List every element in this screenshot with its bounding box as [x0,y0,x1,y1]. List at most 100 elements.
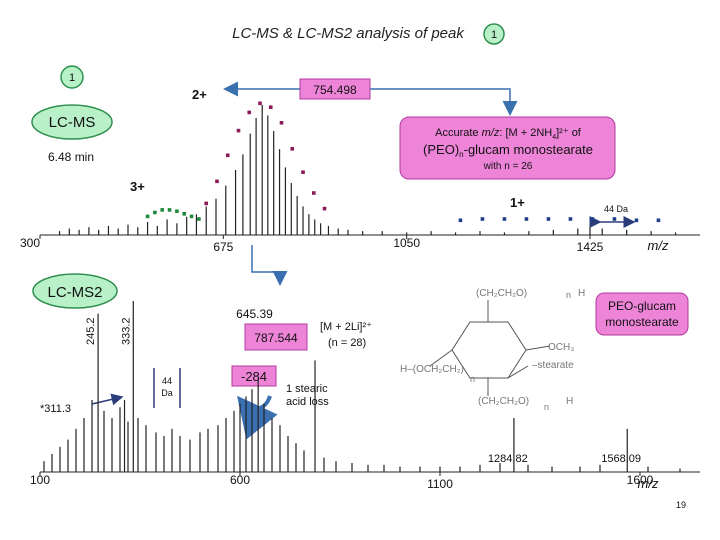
isotope-dot-1plus [546,217,551,221]
lcms-panel: 1 LC-MS 6.48 min 2+ 3+ 1+ 754.498 Accura… [20,65,700,254]
structure-bottom: (CH₂CH₂O) [478,396,529,407]
bottom-x-ticks: 100 600 1100 1600 [30,472,654,491]
retention-time: 6.48 min [48,150,94,164]
top-spectrum [58,105,677,235]
structure-h-top: H [578,288,585,299]
bottom-peak-label: 1284.82 [488,453,528,465]
structure-top: (CH₂CH₂O) [476,288,527,299]
isotope-dot-2plus [290,147,295,151]
isotope-dot-1plus [612,217,617,221]
isotope-dot-1plus [590,217,595,221]
isotope-dot-3plus [145,214,150,219]
isotope-dot-2plus [247,110,252,115]
isotope-dot-3plus [175,209,179,213]
bottom-x-tick-label: 600 [230,473,250,487]
lcms-peak-badge [60,65,84,89]
isotope-dot-1plus [634,218,639,223]
structure-name-line1: PEO-glucam [608,299,676,313]
precursor-box [244,323,308,351]
structure-sub-n-bottom: n [544,402,549,412]
isotope-dot-3plus [197,217,201,221]
precursor-annotation-line1: [M + 2Li]²⁺ [320,321,372,333]
bottom-x-tick-label: 1100 [427,477,453,491]
bottom-x-tick-label: 100 [30,473,50,487]
slide-title: LC-MS & LC-MS2 analysis of peak [232,25,465,42]
isotope-dot-2plus [279,121,284,125]
isotope-dot-3plus [182,212,187,216]
structure-sub-n-top: n [566,290,571,300]
isotope-dot-3plus [153,210,157,215]
lcms-peak-badge-label: 1 [69,72,75,84]
charge-2plus-label: 2+ [192,87,207,102]
top-x-ticks: 300 675 1050 1425 [20,235,604,254]
top-x-tick-label: 1425 [577,240,604,254]
structure-name-line2: monostearate [605,315,679,329]
ms2-link-arrow [251,245,288,286]
mz-callout-value: 754.498 [313,83,357,97]
isotope-dot-1plus [524,217,529,221]
top-isotope-dots [145,101,661,223]
top-x-tick-label: 1050 [393,236,420,250]
accurate-mass-line2: (PEO)n-glucam monostearate [423,142,593,159]
page-number: 19 [676,500,686,510]
structure-left: H–(OCH₂CH₂) [400,364,464,375]
isotope-dot-1plus [458,218,463,223]
accurate-mass-line3: with n = 26 [483,161,533,172]
bottom-peak-labels: 245.2 333.2 645.39 1284.82 1568.09 *311.3 [40,307,641,465]
lcms2-panel: LC-MS2 787.544 [M + 2Li]²⁺ (n = 28) -284… [30,273,700,491]
top-x-axis-label: m/z [648,238,669,253]
lcms-label: LC-MS [49,114,96,131]
precursor-annotation-line2: (n = 28) [328,337,366,349]
lcms2-label: LC-MS2 [47,284,102,301]
structure-stearate: –stearate [532,360,574,371]
bottom-peak-label: 245.2 [85,317,97,345]
title-peak-badge-label: 1 [491,29,497,41]
isotope-dot-3plus [189,214,194,219]
isotope-dot-2plus [204,201,209,206]
bottom-spacing-label-2: Da [161,388,173,398]
loss-text-line1: 1 stearic [286,383,328,395]
top-x-tick-label: 675 [213,240,233,254]
isotope-dot-2plus [215,179,219,184]
lcms-label-bubble [31,104,113,140]
glucam-structure [429,300,551,396]
isotope-dot-1plus [502,217,507,221]
bottom-peak-label: 1568.09 [601,453,641,465]
charge-1plus-label: 1+ [510,195,525,210]
title-peak-badge [483,23,505,45]
isotope-dot-3plus [160,208,165,212]
bottom-x-tick-label: 1600 [627,473,654,487]
bottom-peak-label: 645.39 [236,307,273,321]
loss-label: -284 [241,369,267,384]
structure-name-box [595,292,689,336]
isotope-dot-1plus [656,218,661,223]
bottom-spectrum [43,301,681,472]
structure-h-bottom: H [566,396,573,407]
isotope-dot-2plus [268,105,273,109]
bottom-peak-label: 333.2 [120,317,132,345]
bottom-spacing-label-1: 44 [162,376,172,386]
top-x-tick-label: 300 [20,236,40,250]
isotope-dot-2plus [225,153,230,158]
isotope-dot-1plus [568,217,573,221]
loss-curved-arrow [236,395,278,440]
precursor-label: 787.544 [254,331,298,345]
loss-box [231,365,277,387]
structure-sub-n-left: n [470,374,475,384]
isotope-dot-2plus [236,128,241,133]
callout-arrow-right [370,88,518,116]
bottom-peak-label: *311.3 [40,403,71,415]
isotope-dot-1plus [480,217,485,221]
isotope-dot-2plus [301,170,305,174]
loss-text-line2: acid loss [286,396,329,408]
accurate-mass-line1: Accurate m/z: [M + 2NH4]²⁺ of [435,127,582,141]
isotope-dot-2plus [322,206,327,211]
top-spacing-label: 44 Da [604,204,628,214]
charge-3plus-label: 3+ [130,179,145,194]
isotope-dot-3plus [167,208,172,212]
accurate-mass-box [399,116,616,180]
isotope-dot-2plus [258,101,262,106]
asterisk-arrow [91,393,124,406]
structure-och3: OCH₃ [548,342,574,353]
